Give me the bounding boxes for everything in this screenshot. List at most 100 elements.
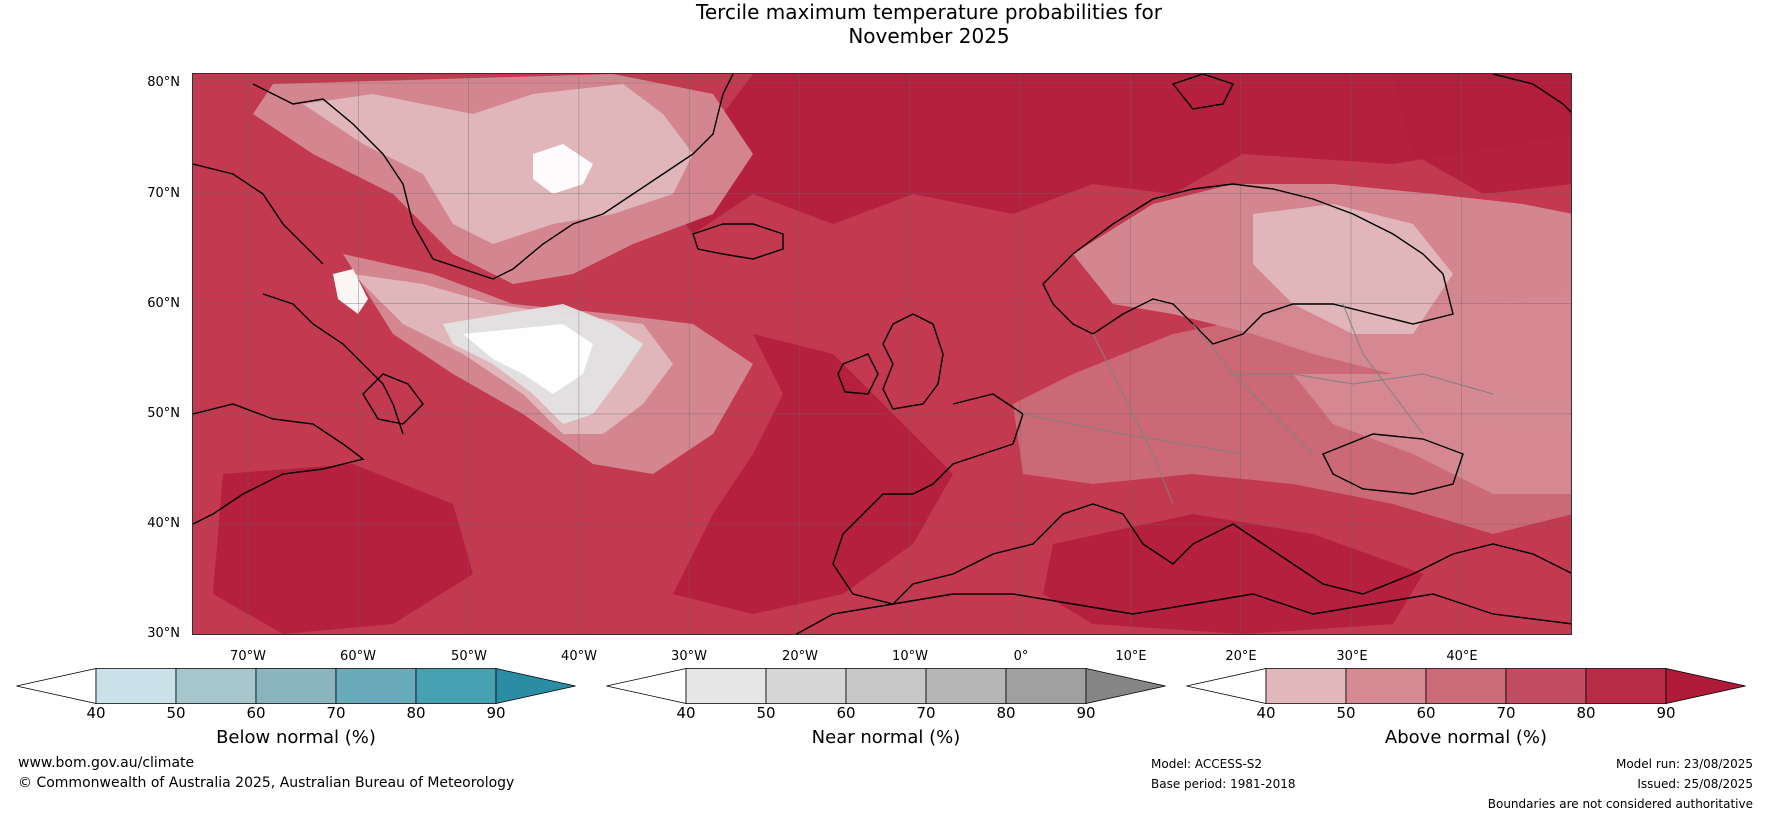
colorbar-tick-label: 60	[1416, 704, 1436, 722]
colorbar-tick-label: 40	[1256, 704, 1276, 722]
website-link[interactable]: www.bom.gov.au/climate	[18, 755, 195, 771]
coast-newfoundland	[362, 373, 424, 425]
lat-label-70n: 70°N	[147, 186, 180, 201]
dark-red-region-barents	[1393, 74, 1571, 194]
colorbar-segment	[415, 668, 497, 704]
colorbar-segment	[925, 668, 1007, 704]
colorbar-tick-label: 50	[166, 704, 186, 722]
lat-label-30n: 30°N	[147, 626, 180, 641]
colorbar-label-below-normal: Below normal (%)	[216, 727, 376, 748]
coastlines	[193, 74, 1571, 634]
lon-label-10e: 10°E	[1115, 649, 1147, 664]
coast-labrador	[262, 293, 404, 435]
lon-label-30e: 30°E	[1336, 649, 1368, 664]
coast-iceland	[692, 223, 784, 260]
border-europe-4	[1342, 303, 1424, 435]
colorbar-tick-label: 40	[86, 704, 106, 722]
colorbar-segment	[845, 668, 927, 704]
lon-label-20e: 20°E	[1225, 649, 1257, 664]
lon-label-10w: 10°W	[892, 649, 928, 664]
colorbar-tick-label: 90	[486, 704, 506, 722]
colorbar-segment	[1265, 668, 1347, 704]
lon-label-50w: 50°W	[451, 649, 487, 664]
light-pink-region-greenland	[303, 84, 693, 244]
white-region-hudson	[333, 269, 368, 314]
coast-black-sea	[1322, 433, 1464, 495]
colorbar-tick-label: 90	[1076, 704, 1096, 722]
colorbar-tick-label: 40	[676, 704, 696, 722]
coast-europe-west	[832, 393, 1024, 605]
colorbar-svg	[1186, 668, 1746, 704]
dark-red-region-southwest	[213, 464, 473, 634]
coast-baffin	[193, 163, 324, 265]
colorbar-tick-label: 80	[406, 704, 426, 722]
light-pink-region-finland	[1253, 204, 1453, 334]
colorbar-extend-low	[1186, 668, 1267, 704]
map-title: Tercile maximum temperature probabilitie…	[0, 0, 1770, 48]
colorbar-label-above-normal: Above normal (%)	[1384, 727, 1548, 748]
lon-label-0: 0°	[1013, 649, 1029, 664]
coast-north-africa	[795, 593, 1571, 634]
coast-scandinavia	[1042, 183, 1454, 345]
coast-britain	[882, 313, 944, 410]
lat-label-60n: 60°N	[147, 296, 180, 311]
model-run-text: Model run: 23/08/2025	[1615, 757, 1753, 771]
colorbar-tick-label: 60	[246, 704, 266, 722]
probability-map	[192, 73, 1572, 635]
colorbar-tick-label: 70	[326, 704, 346, 722]
colorbar-extend-low	[16, 668, 97, 704]
coast-svalbard	[1171, 74, 1234, 110]
colorbar-tick-label: 60	[836, 704, 856, 722]
model-text: Model: ACCESS-S2	[1151, 757, 1263, 771]
colorbar-segment	[175, 668, 257, 704]
colorbar-extend-low	[606, 668, 687, 704]
colorbar-segment	[1345, 668, 1427, 704]
title-line-2: November 2025	[848, 24, 1010, 48]
colorbar-below-normal	[16, 668, 576, 704]
colorbar-segment	[685, 668, 767, 704]
colorbar-label-near-normal: Near normal (%)	[811, 727, 961, 748]
colorbar-segment	[255, 668, 337, 704]
dark-red-region-atlantic	[673, 334, 953, 614]
coast-mediterranean	[992, 503, 1571, 595]
issued-text: Issued: 25/08/2025	[1637, 777, 1753, 791]
colorbar-segment	[1425, 668, 1507, 704]
coast-novaya-zemlya	[1492, 74, 1571, 113]
colorbar-tick-label: 70	[916, 704, 936, 722]
colorbar-extend-high	[1665, 668, 1746, 704]
colorbar-extend-high	[495, 668, 576, 704]
border-europe-1	[1092, 333, 1174, 505]
map-canvas	[193, 74, 1571, 634]
lat-label-40n: 40°N	[147, 516, 180, 531]
graticule	[193, 74, 1571, 634]
white-region-labrador	[463, 324, 593, 394]
disclaimer-text: Boundaries are not considered authoritat…	[1487, 797, 1753, 811]
lon-label-20w: 20°W	[782, 649, 818, 664]
colorbar-svg	[606, 668, 1166, 704]
coast-north-america	[193, 403, 365, 525]
white-region-greenland	[533, 144, 593, 194]
lon-label-60w: 60°W	[340, 649, 376, 664]
colorbar-segment	[95, 668, 177, 704]
border-europe-5	[1233, 373, 1494, 395]
colorbar-svg	[16, 668, 576, 704]
colorbar-tick-label: 50	[756, 704, 776, 722]
lat-label-50n: 50°N	[147, 406, 180, 421]
border-europe-3	[1022, 413, 1244, 455]
colorbar-segment	[335, 668, 417, 704]
country-borders	[1022, 303, 1494, 505]
colorbar-tick-label: 90	[1656, 704, 1676, 722]
border-europe-2	[1192, 323, 1314, 455]
colorbar-near-normal	[606, 668, 1166, 704]
lon-label-40e: 40°E	[1446, 649, 1478, 664]
title-line-1: Tercile maximum temperature probabilitie…	[696, 0, 1162, 24]
colorbar-tick-label: 70	[1496, 704, 1516, 722]
colorbar-above-normal	[1186, 668, 1746, 704]
dark-red-region-mediterranean	[1043, 514, 1423, 634]
coast-greenland	[252, 74, 734, 280]
pink-region-east-europe	[1293, 374, 1571, 494]
lon-label-70w: 70°W	[230, 649, 266, 664]
colorbar-tick-label: 50	[1336, 704, 1356, 722]
colorbar-tick-label: 80	[996, 704, 1016, 722]
lon-label-40w: 40°W	[561, 649, 597, 664]
